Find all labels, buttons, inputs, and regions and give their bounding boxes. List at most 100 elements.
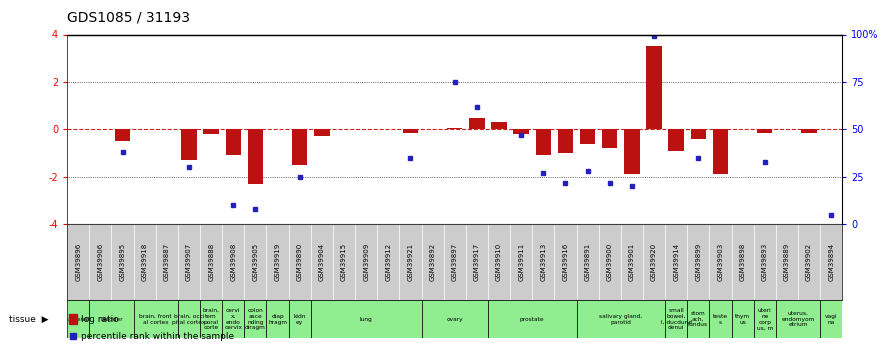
Text: GSM39918: GSM39918 bbox=[142, 243, 148, 281]
Bar bbox=[491, 122, 507, 129]
Text: GSM39905: GSM39905 bbox=[253, 243, 258, 281]
Text: adrenal: adrenal bbox=[67, 317, 90, 322]
Text: brain,
tem
poral
corte: brain, tem poral corte bbox=[202, 308, 220, 330]
Bar bbox=[181, 129, 197, 160]
Text: GSM39893: GSM39893 bbox=[762, 243, 768, 281]
Text: cervi
x,
endo
cervix: cervi x, endo cervix bbox=[224, 308, 242, 330]
Text: GSM39891: GSM39891 bbox=[584, 243, 590, 281]
Text: GSM39899: GSM39899 bbox=[695, 243, 702, 281]
Bar bbox=[754, 300, 776, 338]
Text: GDS1085 / 31193: GDS1085 / 31193 bbox=[67, 10, 190, 24]
Text: GSM39906: GSM39906 bbox=[98, 243, 103, 281]
Bar bbox=[222, 300, 245, 338]
Text: GSM39902: GSM39902 bbox=[806, 243, 812, 281]
Bar bbox=[247, 129, 263, 184]
Bar bbox=[557, 129, 573, 153]
Bar bbox=[820, 300, 842, 338]
Bar bbox=[625, 129, 640, 175]
Bar bbox=[402, 129, 418, 133]
Bar bbox=[687, 300, 710, 338]
Text: teste
s: teste s bbox=[713, 314, 728, 325]
Text: GSM39921: GSM39921 bbox=[408, 243, 413, 281]
Text: diap
hragm: diap hragm bbox=[268, 314, 287, 325]
Bar bbox=[665, 300, 687, 338]
Text: GSM39915: GSM39915 bbox=[341, 243, 347, 281]
Bar bbox=[421, 300, 488, 338]
Text: GSM39914: GSM39914 bbox=[673, 243, 679, 281]
Text: GSM39919: GSM39919 bbox=[274, 243, 280, 281]
Bar bbox=[266, 300, 289, 338]
Text: GSM39889: GSM39889 bbox=[784, 243, 790, 281]
Text: GSM39897: GSM39897 bbox=[452, 243, 458, 281]
Text: GSM39901: GSM39901 bbox=[629, 243, 635, 281]
Bar bbox=[311, 300, 421, 338]
Text: GSM39903: GSM39903 bbox=[718, 243, 723, 281]
Text: GSM39913: GSM39913 bbox=[540, 243, 547, 281]
Bar bbox=[646, 46, 662, 129]
Text: GSM39888: GSM39888 bbox=[208, 243, 214, 281]
Bar bbox=[731, 300, 754, 338]
Text: small
bowel,
l, ducdund
denui: small bowel, l, ducdund denui bbox=[660, 308, 692, 330]
Bar bbox=[712, 129, 728, 175]
Text: GSM39909: GSM39909 bbox=[363, 243, 369, 281]
Bar bbox=[115, 129, 130, 141]
Text: GSM39896: GSM39896 bbox=[75, 243, 82, 281]
Text: GSM39895: GSM39895 bbox=[119, 243, 125, 281]
Bar bbox=[134, 300, 178, 338]
Bar bbox=[289, 300, 311, 338]
Bar bbox=[68, 314, 77, 324]
Bar bbox=[513, 129, 529, 134]
Text: ovary: ovary bbox=[446, 317, 463, 322]
Text: stom
ach,
fundus: stom ach, fundus bbox=[688, 311, 709, 327]
Text: bladder: bladder bbox=[100, 317, 123, 322]
Text: GSM39907: GSM39907 bbox=[186, 243, 192, 281]
Text: uteri
ne
corp
us, m: uteri ne corp us, m bbox=[756, 308, 773, 330]
Text: prostate: prostate bbox=[520, 317, 545, 322]
Text: GSM39912: GSM39912 bbox=[385, 243, 392, 281]
Text: GSM39890: GSM39890 bbox=[297, 243, 303, 281]
Bar bbox=[470, 118, 485, 129]
Bar bbox=[203, 129, 219, 134]
Text: vagi
na: vagi na bbox=[825, 314, 838, 325]
Bar bbox=[580, 129, 595, 144]
Bar bbox=[691, 129, 706, 139]
Text: log ratio: log ratio bbox=[81, 315, 118, 324]
Bar bbox=[757, 129, 772, 133]
Text: tissue  ▶: tissue ▶ bbox=[9, 315, 48, 324]
Text: salivary gland,
parotid: salivary gland, parotid bbox=[599, 314, 642, 325]
Bar bbox=[292, 129, 307, 165]
Bar bbox=[801, 129, 817, 133]
Bar bbox=[576, 300, 665, 338]
Text: brain, front
al cortex: brain, front al cortex bbox=[140, 314, 172, 325]
Bar bbox=[67, 300, 90, 338]
Text: GSM39887: GSM39887 bbox=[164, 243, 170, 281]
Text: GSM39908: GSM39908 bbox=[230, 243, 237, 281]
Bar bbox=[602, 129, 617, 148]
Text: GSM39894: GSM39894 bbox=[828, 243, 834, 281]
Bar bbox=[536, 129, 551, 156]
Bar bbox=[668, 129, 684, 151]
Text: thym
us: thym us bbox=[735, 314, 750, 325]
Bar bbox=[488, 300, 576, 338]
Bar bbox=[314, 129, 330, 137]
Text: GSM39911: GSM39911 bbox=[518, 243, 524, 281]
Text: uterus,
endomyom
etrium: uterus, endomyom etrium bbox=[781, 311, 814, 327]
Bar bbox=[245, 300, 266, 338]
Bar bbox=[178, 300, 200, 338]
Bar bbox=[776, 300, 820, 338]
Text: GSM39900: GSM39900 bbox=[607, 243, 613, 281]
Text: GSM39898: GSM39898 bbox=[739, 243, 745, 281]
Text: brain, occi
pital cortex: brain, occi pital cortex bbox=[172, 314, 206, 325]
Bar bbox=[90, 300, 134, 338]
Bar bbox=[710, 300, 731, 338]
Text: kidn
ey: kidn ey bbox=[294, 314, 306, 325]
Text: GSM39910: GSM39910 bbox=[496, 243, 502, 281]
Text: GSM39920: GSM39920 bbox=[651, 243, 657, 281]
Text: GSM39916: GSM39916 bbox=[563, 243, 568, 281]
Text: GSM39892: GSM39892 bbox=[429, 243, 435, 281]
Bar bbox=[200, 300, 222, 338]
Text: percentile rank within the sample: percentile rank within the sample bbox=[81, 332, 234, 341]
Text: GSM39917: GSM39917 bbox=[474, 243, 480, 281]
Text: GSM39904: GSM39904 bbox=[319, 243, 325, 281]
Bar bbox=[226, 129, 241, 156]
